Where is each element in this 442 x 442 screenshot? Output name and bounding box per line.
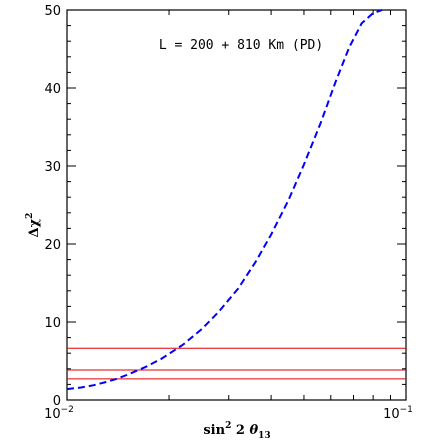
- series-line: [66, 9, 383, 391]
- y-tick-label: 10: [44, 316, 61, 331]
- x-tick-label: 10−2: [44, 405, 74, 422]
- threshold-lines: [67, 347, 406, 380]
- y-tick-label: 30: [44, 160, 61, 175]
- y-tick-label: 40: [44, 82, 61, 97]
- y-tick-label: 0: [53, 394, 61, 409]
- x-tick-label: 10−1: [383, 405, 413, 422]
- y-tick-label: 20: [44, 238, 61, 253]
- y-tick-labels: 0 10 20 30 40 50: [44, 4, 61, 409]
- minor-ticks: [66, 9, 407, 401]
- y-axis-label: Δχ2: [25, 213, 42, 238]
- x-axis-label: sin2 2 θ13: [203, 421, 270, 441]
- series-group: [66, 9, 383, 391]
- plot-frame: [66, 9, 407, 401]
- annotation-text: L = 200 + 810 Km (PD): [159, 38, 323, 53]
- x-tick-labels: 10−2 10−1: [44, 405, 413, 422]
- y-tick-label: 50: [44, 4, 61, 19]
